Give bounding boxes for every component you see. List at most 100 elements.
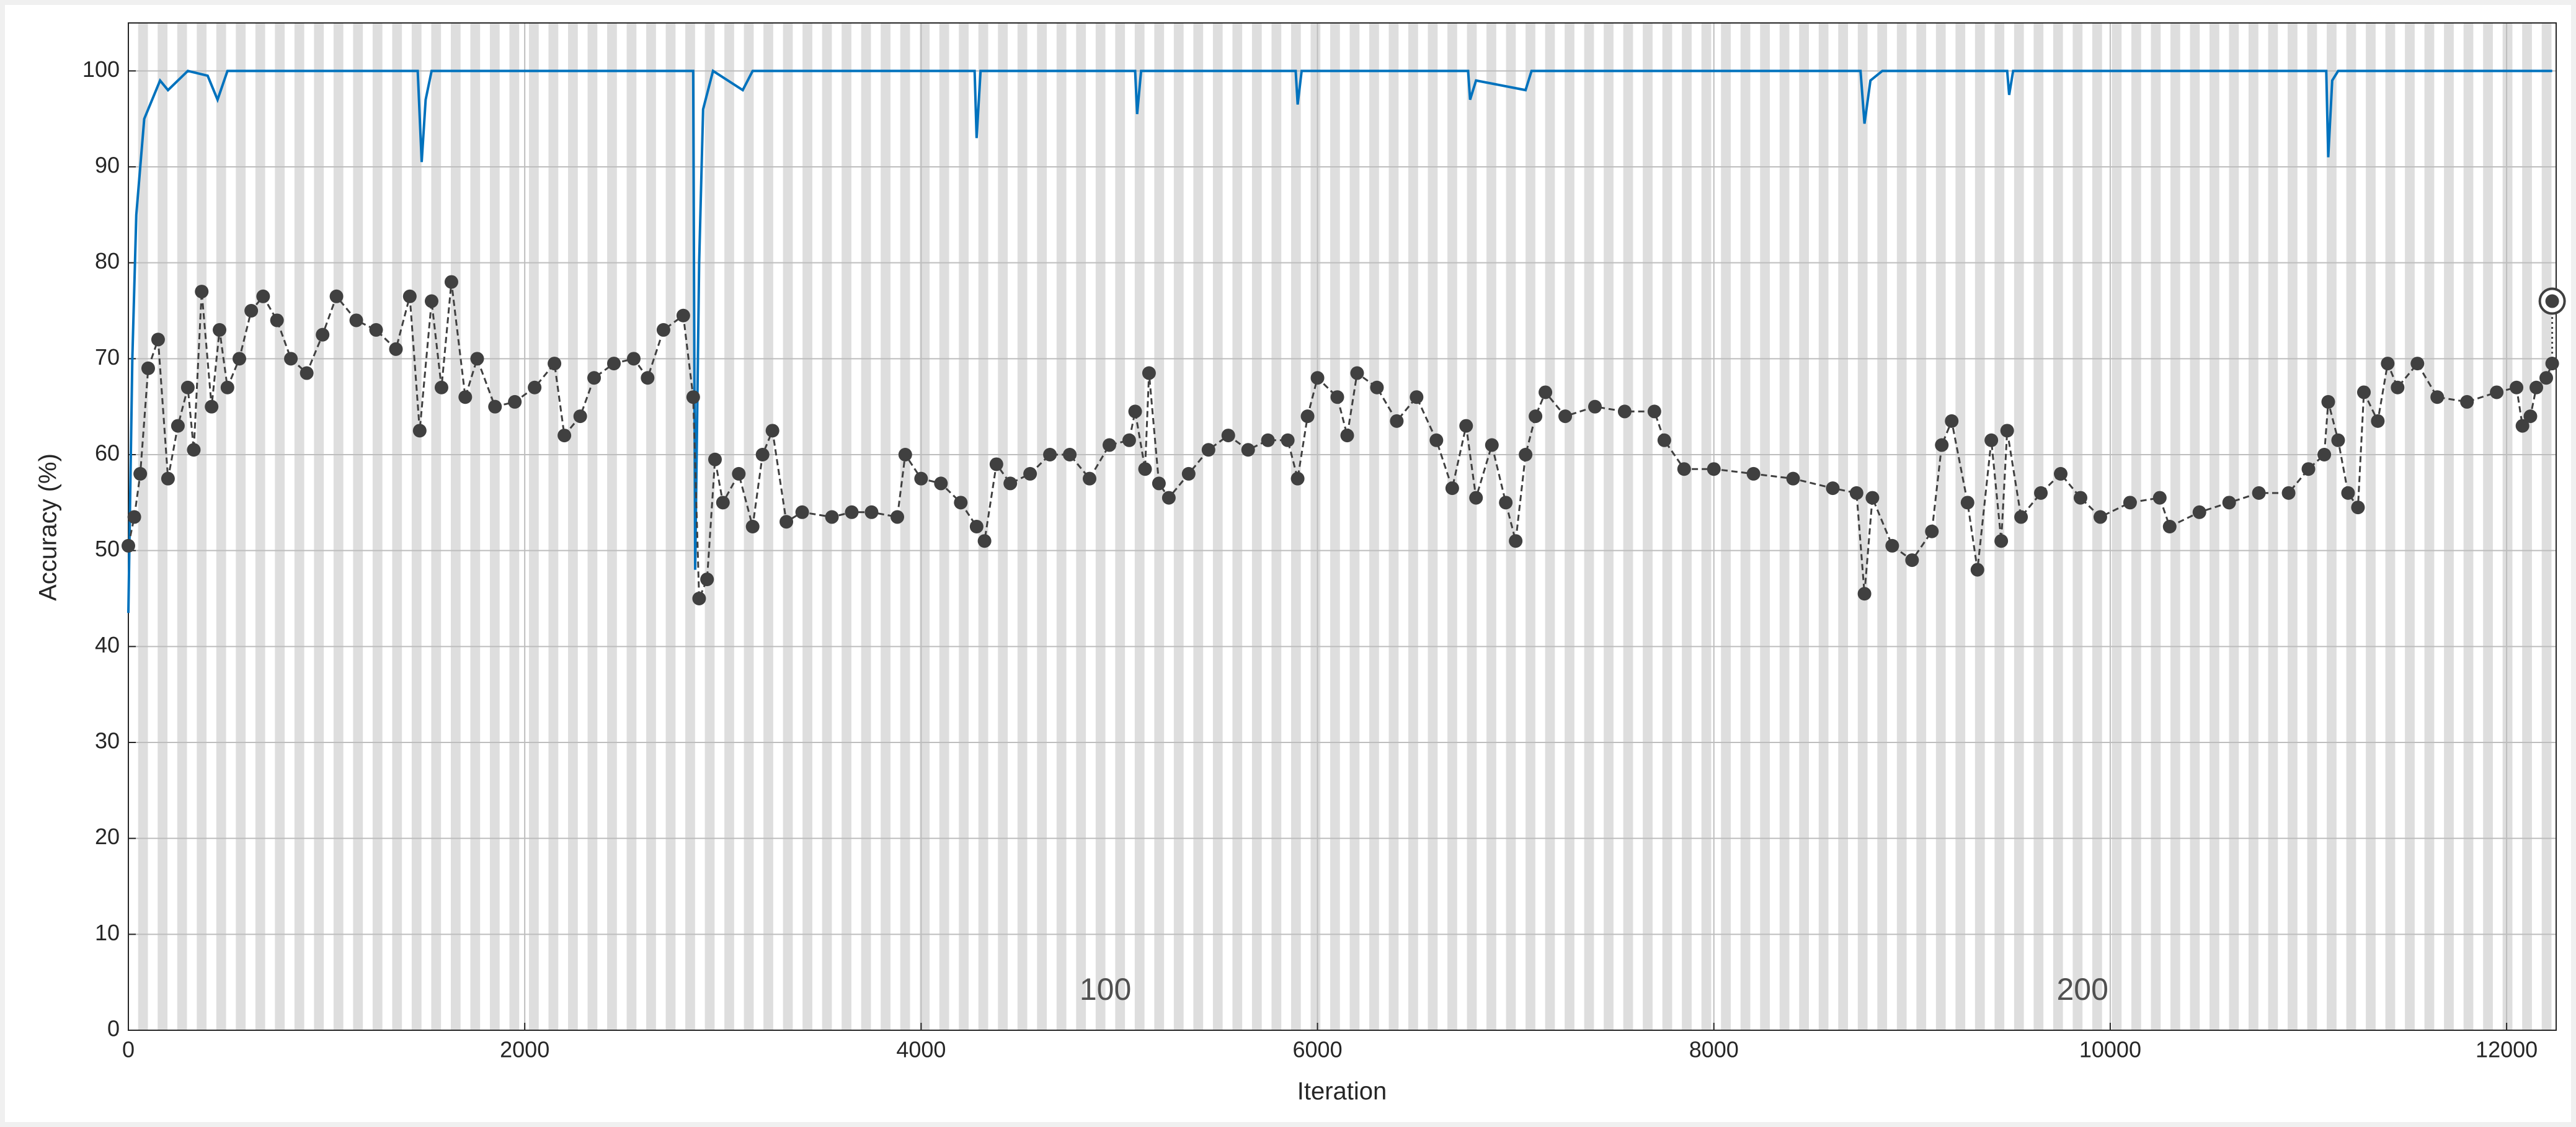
x-tick-label: 10000 [2079, 1037, 2141, 1062]
validation-point [470, 352, 484, 366]
validation-point [1142, 366, 1156, 380]
validation-point [424, 294, 438, 308]
epoch-band [333, 23, 344, 1030]
epoch-band [392, 23, 402, 1030]
validation-point [1445, 481, 1459, 496]
epoch-band [1232, 23, 1243, 1030]
validation-point [864, 505, 879, 519]
validation-point [213, 323, 227, 337]
validation-point [508, 394, 522, 409]
y-tick-label: 100 [82, 56, 120, 82]
validation-point [1885, 538, 1899, 553]
epoch-band [1330, 23, 1340, 1030]
validation-point [898, 448, 912, 461]
epoch-band [1955, 23, 1966, 1030]
validation-point [1529, 409, 1543, 424]
validation-point [2356, 385, 2371, 399]
validation-point [641, 371, 655, 385]
y-tick-label: 50 [95, 536, 120, 561]
validation-point [1746, 466, 1761, 481]
validation-point [1857, 587, 1872, 601]
validation-point [977, 534, 992, 548]
validation-point [2430, 390, 2445, 404]
validation-point [1865, 491, 1880, 505]
epoch-band [842, 23, 851, 1030]
validation-point [1410, 390, 1424, 404]
epoch-band [1154, 23, 1165, 1030]
validation-point [2381, 357, 2395, 371]
validation-point [2014, 510, 2028, 524]
epoch-band [1662, 23, 1672, 1030]
epoch-band [216, 23, 226, 1030]
validation-point [656, 323, 670, 337]
validation-point [779, 515, 794, 529]
validation-point [1539, 385, 1553, 399]
validation-point [825, 510, 839, 524]
epoch-band [607, 23, 617, 1030]
epoch-band [2112, 23, 2122, 1030]
validation-point [349, 313, 363, 327]
y-tick-label: 20 [95, 824, 120, 849]
validation-point [232, 352, 246, 366]
epoch-band [1760, 23, 1770, 1030]
validation-point [284, 352, 298, 366]
validation-point [2152, 491, 2167, 505]
validation-point [2410, 357, 2425, 371]
epoch-band [1506, 23, 1516, 1030]
epoch-band [1134, 23, 1145, 1030]
epoch-band [1017, 23, 1028, 1030]
epoch-band [236, 23, 246, 1030]
validation-point [1994, 534, 2009, 548]
epoch-band [1565, 23, 1574, 1030]
epoch-band [1212, 23, 1223, 1030]
epoch-band [1682, 23, 1692, 1030]
epoch-band [2268, 23, 2278, 1030]
validation-point [1023, 466, 1037, 481]
validation-point [2252, 486, 2266, 500]
validation-point [2281, 486, 2296, 500]
validation-point [548, 357, 562, 371]
validation-point [1221, 429, 1235, 443]
epoch-band [939, 23, 949, 1030]
validation-point [1960, 496, 1974, 510]
validation-point [2034, 486, 2048, 500]
validation-point [1138, 462, 1152, 476]
validation-point [1340, 429, 1354, 443]
epoch-band [822, 23, 832, 1030]
epoch-band [1193, 23, 1204, 1030]
validation-point [434, 380, 448, 394]
validation-point [1310, 371, 1325, 385]
validation-point [755, 448, 770, 461]
validation-point [1122, 433, 1136, 447]
validation-point [2123, 496, 2137, 510]
validation-point [1429, 433, 1444, 447]
epoch-band [1428, 23, 1438, 1030]
y-axis-label: Accuracy (%) [35, 453, 62, 601]
epoch-band [2033, 23, 2044, 1030]
epoch-band [1388, 23, 1399, 1030]
validation-point [2529, 380, 2544, 394]
epoch-band [1349, 23, 1360, 1030]
validation-point [2301, 462, 2316, 476]
epoch-band [1701, 23, 1712, 1030]
epoch-band [1526, 23, 1535, 1030]
epoch-band [2288, 23, 2298, 1030]
validation-point [2192, 505, 2206, 519]
validation-point [1390, 414, 1404, 428]
validation-point [1945, 414, 1959, 428]
validation-point [1707, 462, 1721, 476]
validation-point [686, 390, 700, 404]
y-tick-label: 10 [95, 920, 120, 945]
y-tick-label: 80 [95, 248, 120, 274]
validation-point [195, 285, 209, 299]
validation-point [2460, 394, 2474, 409]
epoch-band [2190, 23, 2200, 1030]
epoch-band [314, 23, 324, 1030]
epoch-band [294, 23, 304, 1030]
epoch-band [1290, 23, 1301, 1030]
epoch-band [197, 23, 207, 1030]
validation-point [1181, 466, 1196, 481]
validation-point [708, 452, 722, 466]
validation-point [1083, 471, 1097, 486]
epoch-band [2424, 23, 2435, 1030]
